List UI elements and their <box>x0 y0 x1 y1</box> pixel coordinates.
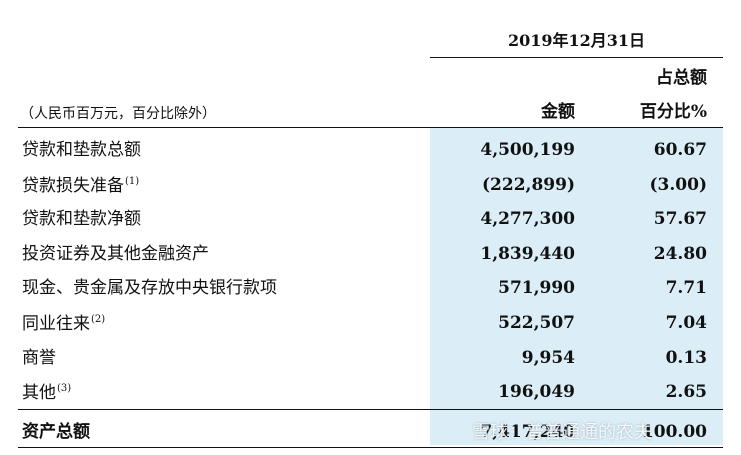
unit-note: （人民币百万元，百分比除外） <box>20 106 216 122</box>
row-pct: 7.71 <box>665 278 707 298</box>
amount-header: 金额 <box>541 102 575 122</box>
row-label-text: 商誉 <box>22 348 56 368</box>
row-label-text: 其他 <box>22 383 56 403</box>
footnote-marker: (2) <box>91 314 106 325</box>
row-label-text: 投资证券及其他金融资产 <box>22 244 209 264</box>
row-pct: 60.67 <box>653 140 707 160</box>
row-label: 现金、贵金属及存放中央银行款项 <box>22 280 277 297</box>
row-amount: 4,500,199 <box>480 140 575 160</box>
watermark-text: 雪球：普普通通的农夫 <box>472 422 652 443</box>
row-amount: 4,277,300 <box>480 209 575 229</box>
row-label: 贷款和垫款净额 <box>22 211 141 228</box>
row-amount: 571,990 <box>498 278 575 298</box>
row-amount: (222,899) <box>482 175 575 195</box>
date-header-underline <box>430 57 723 58</box>
row-label: 商誉 <box>22 350 56 367</box>
total-pct: 100.00 <box>641 422 707 442</box>
row-label: 其他(3) <box>22 384 71 402</box>
footnote-marker: (3) <box>57 383 72 394</box>
row-pct: 2.65 <box>665 382 707 402</box>
footnote-marker: (1) <box>125 176 140 187</box>
row-label-text: 贷款和垫款净额 <box>22 209 141 229</box>
row-label-text: 贷款损失准备 <box>22 176 124 196</box>
row-label: 贷款和垫款总额 <box>22 142 141 159</box>
row-label: 同业往来(2) <box>22 315 105 333</box>
total-amount: 7,417,240 <box>480 422 575 442</box>
date-header: 2019年12月31日 <box>507 31 646 50</box>
row-label-text: 贷款和垫款总额 <box>22 140 141 160</box>
row-pct: 0.13 <box>665 348 707 368</box>
row-label: 投资证券及其他金融资产 <box>22 246 209 263</box>
row-amount: 9,954 <box>521 348 575 368</box>
row-pct: 24.80 <box>653 244 707 264</box>
highlight-column-background <box>430 128 723 445</box>
total-rule-bottom <box>18 447 723 448</box>
pct-header-line1: 占总额 <box>656 68 707 88</box>
row-amount: 1,839,440 <box>480 244 575 264</box>
row-pct: 57.67 <box>653 209 707 229</box>
row-label-text: 现金、贵金属及存放中央银行款项 <box>22 278 277 298</box>
pct-header-line2: 百分比% <box>639 102 707 122</box>
row-amount: 196,049 <box>498 382 575 402</box>
row-label: 贷款损失准备(1) <box>22 177 139 195</box>
row-pct: 7.04 <box>665 313 707 333</box>
row-amount: 522,507 <box>498 313 575 333</box>
row-pct: (3.00) <box>649 175 708 195</box>
total-label: 资产总额 <box>22 422 90 442</box>
row-label-text: 同业往来 <box>22 314 90 334</box>
total-rule-top <box>18 409 723 410</box>
header-rule <box>18 127 723 128</box>
